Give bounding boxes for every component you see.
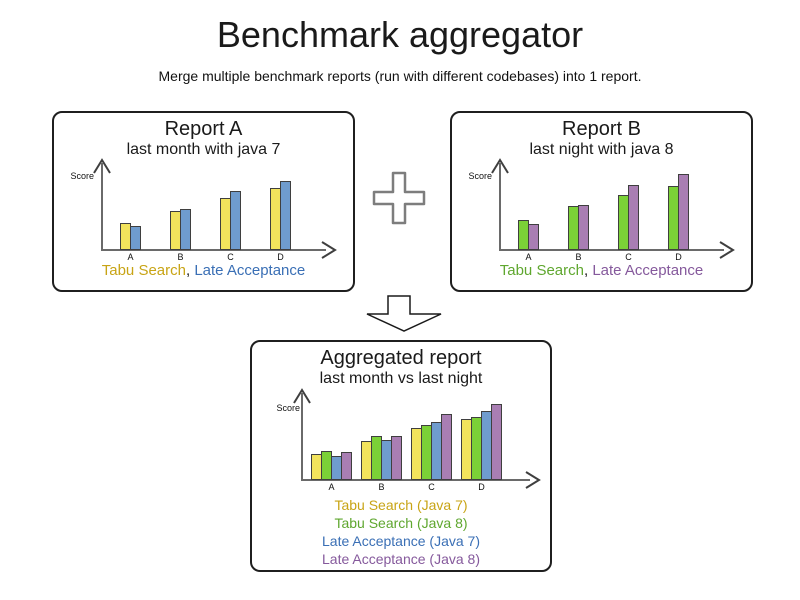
bar-group-A: A	[311, 451, 352, 492]
report-a-legend-late: Late Acceptance	[194, 262, 306, 279]
report-a-legend: Tabu Search, Late Acceptance	[54, 262, 353, 279]
report-b-bars: A B C D	[518, 174, 689, 262]
report-a-title: Report A	[164, 118, 243, 140]
bar-group-B: B	[568, 205, 589, 262]
arrow-down-icon	[366, 295, 442, 332]
category-label-C: C	[428, 482, 435, 492]
bar-late-acceptance-java-8-D	[491, 404, 502, 480]
report-a-legend-tabu: Tabu Search	[101, 262, 186, 279]
bar-late-acceptance-C	[230, 191, 241, 250]
bar-group-D: D	[270, 181, 291, 262]
plus-icon	[372, 171, 426, 225]
aggregated-legend-tabu-java7: Tabu Search (Java 7)	[334, 497, 468, 513]
report-b-ylabel: Score	[468, 171, 492, 181]
aggregated-legend-late-java8: Late Acceptance (Java 8)	[322, 551, 480, 567]
report-b-legend: Tabu Search, Late Acceptance	[452, 262, 751, 279]
report-a-ylabel: Score	[70, 171, 94, 181]
bar-late-acceptance-B	[578, 205, 589, 250]
bar-late-acceptance-C	[628, 185, 639, 250]
aggregated-bars: A B C D	[311, 404, 502, 492]
bar-group-D: D	[461, 404, 502, 492]
legend-separator: ,	[185, 262, 195, 279]
aggregated-report-panel: Aggregated report last month vs last nig…	[250, 340, 552, 572]
category-label-D: D	[277, 252, 284, 262]
category-label-C: C	[227, 252, 234, 262]
category-label-B: B	[378, 482, 385, 492]
category-label-A: A	[127, 252, 134, 262]
bar-late-acceptance-A	[528, 224, 539, 250]
report-a-axes	[93, 158, 337, 259]
report-b-legend-late: Late Acceptance	[592, 262, 704, 279]
report-b-chart: Score A B C D	[452, 155, 751, 267]
bar-group-C: C	[220, 191, 241, 262]
category-label-D: D	[478, 482, 485, 492]
report-a-subtitle: last month with java 7	[126, 141, 281, 158]
report-b-subtitle: last night with java 8	[529, 141, 674, 158]
report-b-axes	[491, 158, 735, 259]
page-title: Benchmark aggregator	[216, 14, 584, 55]
report-b-title: Report B	[562, 118, 641, 140]
aggregated-axes	[293, 388, 541, 489]
bar-group-C: C	[411, 414, 452, 492]
aggregated-subtitle: last month vs last night	[319, 370, 483, 387]
aggregated-title: Aggregated report	[320, 347, 482, 369]
bar-late-acceptance-java-8-A	[341, 452, 352, 480]
bar-group-B: B	[361, 436, 402, 492]
category-label-B: B	[177, 252, 184, 262]
bar-group-A: A	[518, 220, 539, 262]
bar-late-acceptance-B	[180, 209, 191, 250]
bar-group-B: B	[170, 209, 191, 262]
aggregated-legend: Tabu Search (Java 7) Tabu Search (Java 8…	[252, 496, 550, 568]
report-b-legend-tabu: Tabu Search	[499, 262, 584, 279]
bar-late-acceptance-java-8-C	[441, 414, 452, 480]
aggregated-ylabel: Score	[276, 403, 300, 413]
report-a-bars: A B C D	[120, 181, 291, 262]
aggregated-chart: Score A B C D	[252, 385, 550, 497]
bar-late-acceptance-A	[130, 226, 141, 250]
report-a-panel: Report A last month with java 7 Score A B…	[52, 111, 355, 292]
report-a-chart: Score A B C D	[54, 155, 353, 267]
category-label-A: A	[328, 482, 335, 492]
bar-late-acceptance-D	[280, 181, 291, 250]
page-subtitle: Merge multiple benchmark reports (run wi…	[158, 68, 642, 84]
legend-separator: ,	[583, 262, 593, 279]
bar-late-acceptance-D	[678, 174, 689, 250]
category-label-B: B	[575, 252, 582, 262]
aggregated-legend-late-java7: Late Acceptance (Java 7)	[322, 533, 480, 549]
category-label-A: A	[525, 252, 532, 262]
category-label-C: C	[625, 252, 632, 262]
bar-group-D: D	[668, 174, 689, 262]
bar-late-acceptance-java-8-B	[391, 436, 402, 480]
report-b-panel: Report B last night with java 8 Score A B…	[450, 111, 753, 292]
aggregated-legend-tabu-java8: Tabu Search (Java 8)	[334, 515, 468, 531]
category-label-D: D	[675, 252, 682, 262]
bar-group-A: A	[120, 223, 141, 262]
bar-group-C: C	[618, 185, 639, 262]
